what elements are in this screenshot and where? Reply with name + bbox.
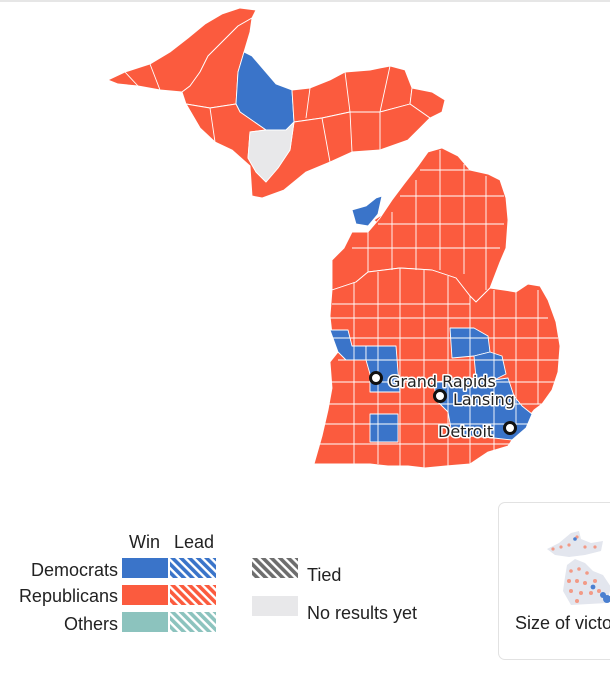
- legend-swatch-tied: [252, 558, 298, 578]
- legend-label-republicans: Republicans: [18, 586, 118, 606]
- city-markers: Grand Rapids Lansing Detroit: [369, 371, 517, 443]
- legend-label-democrats: Democrats: [30, 560, 118, 580]
- county[interactable]: [247, 121, 295, 183]
- legend-swatch-others-lead: [170, 612, 216, 632]
- legend-label-tied: Tied: [307, 565, 342, 585]
- legend-col-lead: Lead: [174, 532, 215, 552]
- city-marker-grand-rapids[interactable]: [369, 371, 383, 385]
- legend-swatch-democrats-lead: [170, 558, 216, 578]
- legend-swatch-republicans-lead: [170, 585, 216, 605]
- legend-label-others: Others: [63, 614, 118, 634]
- michigan-county-map[interactable]: Grand Rapids Lansing Detroit: [0, 0, 610, 480]
- size-of-victory-thumbnail: [547, 531, 610, 605]
- map-legend: Win Lead Democrats Republicans Others Ti…: [0, 530, 480, 640]
- legend-col-win: Win: [129, 532, 160, 552]
- city-marker-detroit[interactable]: [503, 421, 517, 435]
- upper-peninsula: [107, 7, 446, 199]
- size-of-victory-card[interactable]: Size of victory: [498, 502, 610, 660]
- size-of-victory-title: Size of victory: [515, 613, 610, 633]
- legend-swatch-no-results: [252, 596, 298, 616]
- top-divider: [0, 0, 610, 2]
- city-label-detroit: Detroit: [438, 422, 493, 441]
- legend-label-no-results: No results yet: [307, 603, 418, 623]
- county-borders: [124, 59, 560, 468]
- county[interactable]: [351, 195, 383, 227]
- county[interactable]: [369, 413, 399, 443]
- legend-swatch-others-win: [122, 612, 168, 632]
- legend-swatch-republicans-win: [122, 585, 168, 605]
- city-marker-lansing[interactable]: [433, 389, 447, 403]
- city-label-lansing: Lansing: [453, 390, 515, 409]
- legend-swatch-democrats-win: [122, 558, 168, 578]
- city-label-grand-rapids: Grand Rapids: [388, 372, 496, 391]
- county[interactable]: [313, 267, 561, 469]
